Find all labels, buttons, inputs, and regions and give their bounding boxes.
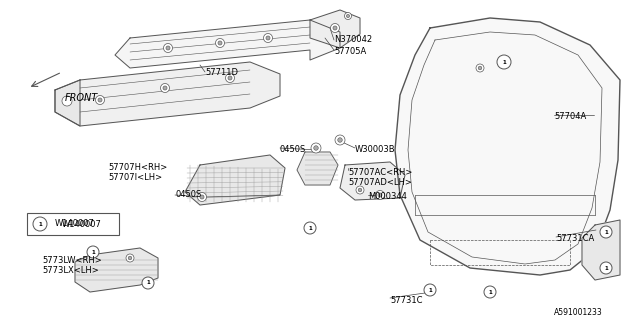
Circle shape [62,96,72,106]
Text: 57707AC<RH>: 57707AC<RH> [348,168,412,177]
Text: 5773LX<LH>: 5773LX<LH> [42,266,99,275]
Polygon shape [75,248,158,292]
Text: 5773LW<RH>: 5773LW<RH> [42,256,102,265]
Polygon shape [115,20,340,68]
Circle shape [304,222,316,234]
Text: A591001233: A591001233 [554,308,603,317]
Polygon shape [340,162,405,200]
Circle shape [476,64,484,72]
Polygon shape [297,152,338,185]
Text: FRONT: FRONT [65,93,99,103]
Polygon shape [310,10,360,48]
Circle shape [602,228,610,236]
Text: 57707AD<LH>: 57707AD<LH> [348,178,412,187]
Circle shape [424,284,436,296]
Text: 57731CA: 57731CA [556,234,595,243]
Circle shape [344,12,351,20]
Circle shape [33,217,47,231]
Text: 57707H<RH>: 57707H<RH> [108,163,167,172]
Circle shape [488,290,492,294]
Circle shape [358,188,362,192]
Circle shape [198,193,207,202]
Circle shape [266,36,270,40]
Circle shape [225,74,234,83]
Text: 0450S: 0450S [175,190,201,199]
Text: 1: 1 [146,281,150,285]
Circle shape [356,186,364,194]
Text: 1: 1 [308,226,312,230]
Circle shape [600,226,612,238]
Circle shape [335,135,345,145]
Circle shape [163,86,167,90]
Text: 1: 1 [428,287,432,292]
Text: 1: 1 [604,229,608,235]
Circle shape [604,230,608,234]
Text: N370042: N370042 [334,35,372,44]
Circle shape [216,38,225,47]
Circle shape [87,246,99,258]
Circle shape [314,146,318,150]
Circle shape [484,286,496,298]
Text: 57731C: 57731C [390,296,422,305]
Circle shape [600,262,612,274]
Polygon shape [185,155,285,205]
Text: 57707I<LH>: 57707I<LH> [108,173,162,182]
Circle shape [142,277,154,289]
Circle shape [378,193,382,197]
FancyBboxPatch shape [27,213,119,235]
Text: W140007: W140007 [55,220,95,228]
Circle shape [333,26,337,30]
Circle shape [161,84,170,92]
Text: 57711D: 57711D [205,68,238,77]
Circle shape [98,98,102,102]
Circle shape [478,66,482,70]
Text: W30003B: W30003B [355,145,396,154]
Circle shape [95,95,104,105]
Circle shape [602,264,610,272]
Text: 1: 1 [604,266,608,270]
Circle shape [163,44,173,52]
Circle shape [264,34,273,43]
Circle shape [426,285,435,294]
Circle shape [200,195,204,199]
Circle shape [338,138,342,142]
Text: 1: 1 [91,250,95,254]
Polygon shape [55,80,80,126]
Circle shape [228,76,232,80]
Circle shape [497,55,511,69]
Circle shape [126,254,134,262]
Circle shape [486,287,495,297]
Circle shape [330,23,339,33]
Text: 57705A: 57705A [334,47,366,56]
Text: 1: 1 [38,221,42,227]
Circle shape [218,41,222,45]
Text: W140007: W140007 [62,220,102,229]
Circle shape [128,256,132,260]
Text: 0450S: 0450S [280,145,307,154]
Polygon shape [55,62,280,126]
Circle shape [166,46,170,50]
Polygon shape [395,18,620,275]
Circle shape [311,143,321,153]
Polygon shape [582,220,620,280]
Text: 1: 1 [502,60,506,65]
Circle shape [346,14,349,18]
Circle shape [604,266,608,270]
Text: 1: 1 [488,290,492,294]
Circle shape [428,288,432,292]
Text: 57704A: 57704A [554,112,586,121]
Text: M000344: M000344 [368,192,407,201]
Circle shape [376,190,385,199]
